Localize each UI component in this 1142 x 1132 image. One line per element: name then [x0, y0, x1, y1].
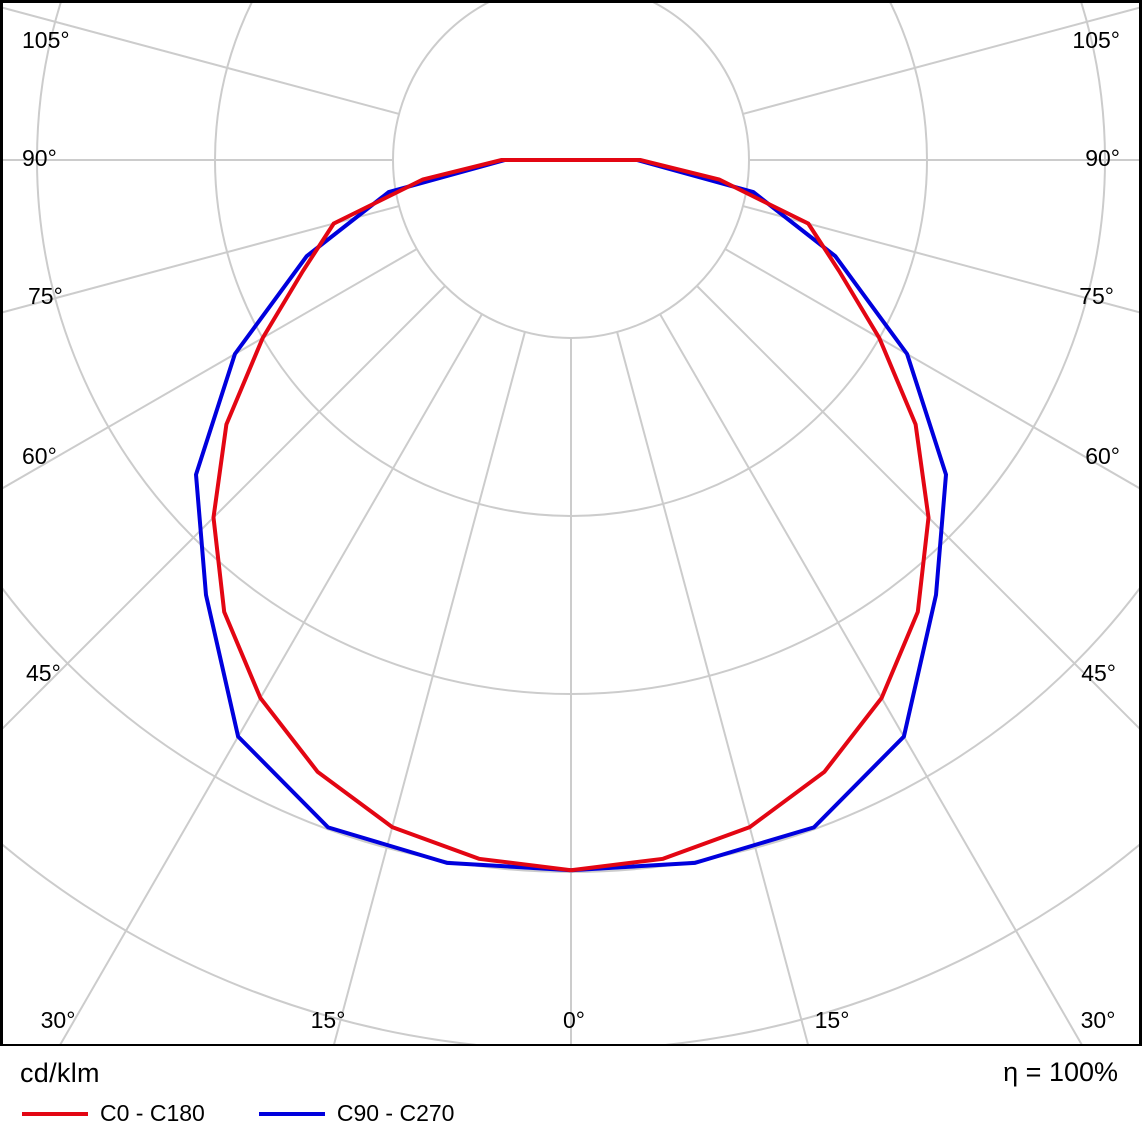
- grid-radial-line: [333, 331, 526, 1044]
- legend-line-red: [22, 1111, 88, 1116]
- polar-grid: [3, 3, 1139, 1044]
- grid-radial-line: [3, 205, 400, 314]
- angle-label-right: 45°: [1081, 660, 1116, 686]
- angle-label-bottom: 30°: [41, 1007, 76, 1033]
- angle-label-right: 105°: [1072, 27, 1120, 53]
- angle-label-left: 90°: [22, 145, 57, 171]
- angle-label-bottom: 0°: [563, 1007, 585, 1033]
- grid-radial-line: [616, 331, 809, 1044]
- grid-radial-line: [742, 6, 1139, 115]
- legend-label-c0-c180: C0 - C180: [100, 1100, 205, 1126]
- grid-radial-line: [3, 248, 418, 490]
- curve-c0-c180: [211, 158, 931, 873]
- legend: C0 - C180 C90 - C270: [22, 1100, 508, 1127]
- angle-label-right: 90°: [1085, 145, 1120, 171]
- angle-label-right: 75°: [1079, 283, 1114, 309]
- angle-label-right: 60°: [1085, 443, 1120, 469]
- angle-label-left: 45°: [26, 660, 61, 686]
- legend-item-c90-c270: C90 - C270: [258, 1100, 455, 1127]
- angle-label-left: 60°: [22, 443, 57, 469]
- unit-label: cd/klm: [20, 1058, 100, 1088]
- angle-label-bottom: 15°: [815, 1007, 850, 1033]
- grid-radial-line: [742, 205, 1139, 314]
- legend-label-c90-c270: C90 - C270: [336, 1100, 455, 1126]
- chart-footer: cd/klm η = 100% C0 - C180 C90 - C270: [0, 1046, 1142, 1132]
- grid-ring: [392, 3, 750, 339]
- angle-label-bottom: 15°: [311, 1007, 346, 1033]
- grid-radial-line: [3, 285, 446, 730]
- grid-radial-line: [696, 285, 1139, 730]
- curve-c90-c270: [193, 158, 949, 873]
- legend-item-c0-c180: C0 - C180: [22, 1100, 205, 1127]
- grid-radial-line: [659, 313, 1083, 1044]
- grid-radial-line: [59, 313, 483, 1044]
- grid-radial-line: [724, 248, 1139, 490]
- angle-label-left: 105°: [22, 27, 70, 53]
- angle-label-left: 75°: [28, 283, 63, 309]
- diagram-border: [0, 0, 1142, 1047]
- legend-line-blue: [258, 1111, 325, 1116]
- efficiency-label: η = 100%: [1003, 1057, 1118, 1087]
- angle-label-bottom: 30°: [1081, 1007, 1116, 1033]
- grid-radial-line: [3, 6, 400, 115]
- polar-chart: 105° 90° 75° 60° 45° 105° 90° 75° 60° 45° 30° 15° 0°…: [0, 0, 1142, 1047]
